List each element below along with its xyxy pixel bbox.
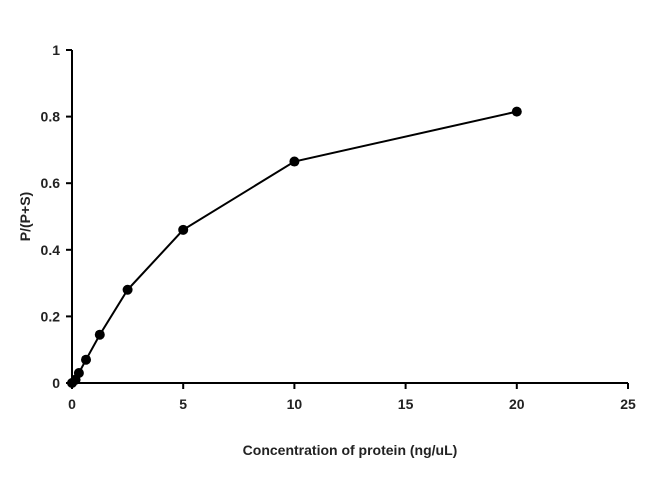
y-tick-label: 0.2	[41, 308, 61, 324]
x-axis-title: Concentration of protein (ng/uL)	[243, 442, 458, 458]
data-point	[122, 284, 133, 295]
x-tick-label: 0	[68, 396, 76, 412]
x-tick-label: 5	[179, 396, 187, 412]
x-tick-label: 25	[620, 396, 636, 412]
x-tick-label: 20	[509, 396, 525, 412]
x-tick-label: 10	[287, 396, 303, 412]
data-point	[81, 354, 92, 365]
plot-area	[67, 106, 522, 388]
y-tick-label: 1	[52, 42, 60, 58]
y-ticks: 0 0.2 0.4 0.6 0.8 1	[41, 42, 72, 391]
data-point	[94, 329, 105, 340]
y-axis-title: P/(P+S)	[17, 192, 33, 241]
y-tick-label: 0.6	[41, 175, 61, 191]
series-line	[71, 110, 518, 384]
data-point	[73, 368, 84, 379]
y-tick-label: 0.8	[41, 109, 61, 125]
data-point	[289, 156, 300, 167]
data-point	[178, 224, 189, 235]
x-tick-label: 15	[398, 396, 414, 412]
data-point	[511, 106, 522, 117]
x-ticks: 0 5 10 15 20 25	[68, 383, 636, 412]
y-tick-label: 0.4	[41, 242, 61, 258]
y-tick-label: 0	[52, 375, 60, 391]
